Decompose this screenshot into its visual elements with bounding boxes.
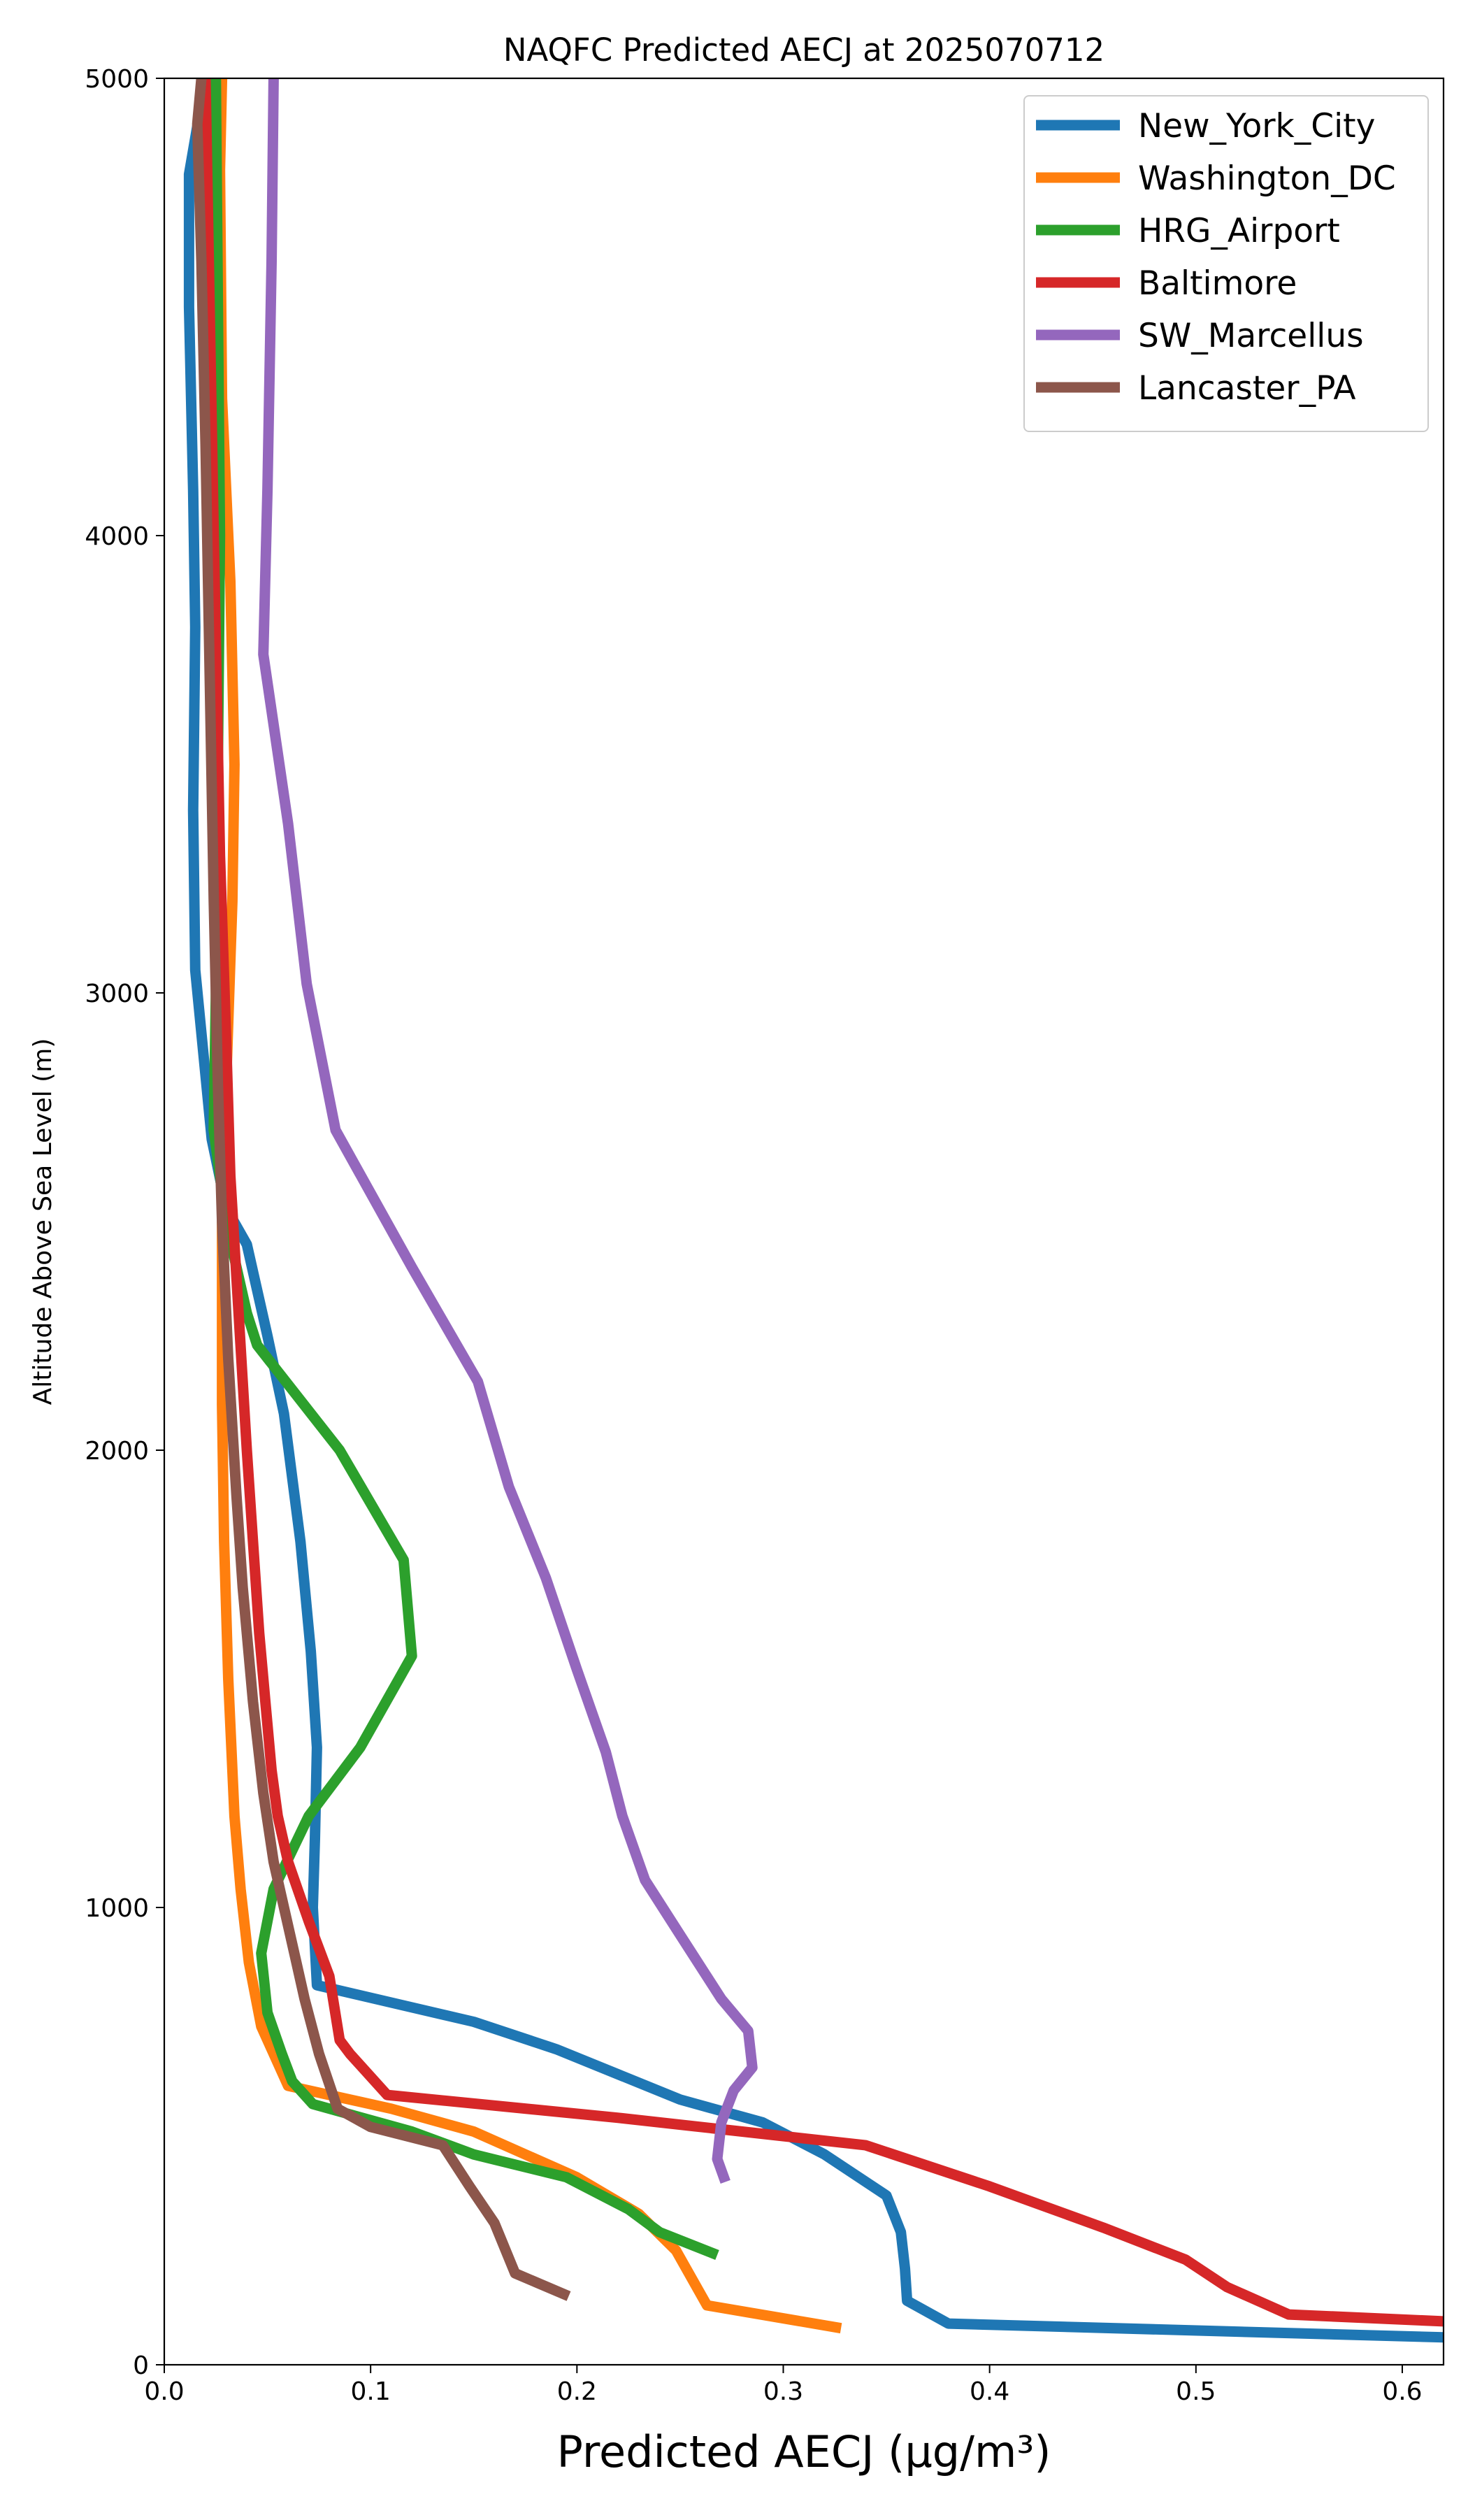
legend-label-new-york-city: New_York_City bbox=[1138, 107, 1375, 145]
y-tick-label: 5000 bbox=[85, 65, 149, 94]
legend-box bbox=[1023, 95, 1429, 432]
x-tick-label: 0.1 bbox=[351, 2377, 391, 2406]
legend-label-sw-marcellus: SW_Marcellus bbox=[1138, 317, 1364, 355]
y-axis-ticks: 0 1000 2000 3000 4000 5000 bbox=[85, 65, 164, 2380]
y-tick-label: 1000 bbox=[85, 1894, 149, 1923]
x-tick-label: 0.5 bbox=[1176, 2377, 1216, 2406]
plot-frame bbox=[163, 77, 1445, 2366]
series-line-baltimore bbox=[200, 78, 1444, 2327]
y-tick-label: 3000 bbox=[85, 980, 149, 1008]
y-tick-label: 0 bbox=[133, 2351, 149, 2380]
legend-label-hrg-airport: HRG_Airport bbox=[1138, 212, 1340, 250]
x-axis-label: Predicted AECJ (μg/m³) bbox=[557, 2426, 1051, 2477]
series-layer bbox=[183, 78, 1444, 2343]
legend-label-washington-dc: Washington_DC bbox=[1138, 159, 1396, 198]
y-tick-label: 2000 bbox=[85, 1437, 149, 1466]
x-tick-label: 0.4 bbox=[970, 2377, 1009, 2406]
series-line-lancaster-pa bbox=[192, 78, 571, 2301]
y-axis-label: Altitude Above Sea Level (m) bbox=[29, 1038, 57, 1405]
x-tick-label: 0.3 bbox=[763, 2377, 803, 2406]
legend-label-baltimore: Baltimore bbox=[1138, 264, 1297, 303]
legend: New_York_City Washington_DC HRG_Airport Bal… bbox=[1023, 95, 1429, 432]
series-line-new-york-city bbox=[183, 78, 1444, 2343]
x-tick-label: 0.0 bbox=[144, 2377, 184, 2406]
chart-title: NAQFC Predicted AECJ at 2025070712 bbox=[503, 31, 1104, 69]
x-axis-ticks: 0.0 0.1 0.2 0.3 0.4 0.5 0.6 bbox=[144, 2365, 1423, 2406]
x-tick-label: 0.6 bbox=[1382, 2377, 1422, 2406]
x-tick-label: 0.2 bbox=[557, 2377, 597, 2406]
y-tick-label: 4000 bbox=[85, 522, 149, 551]
legend-label-lancaster-pa: Lancaster_PA bbox=[1138, 369, 1356, 408]
series-line-sw-marcellus bbox=[258, 78, 758, 2184]
